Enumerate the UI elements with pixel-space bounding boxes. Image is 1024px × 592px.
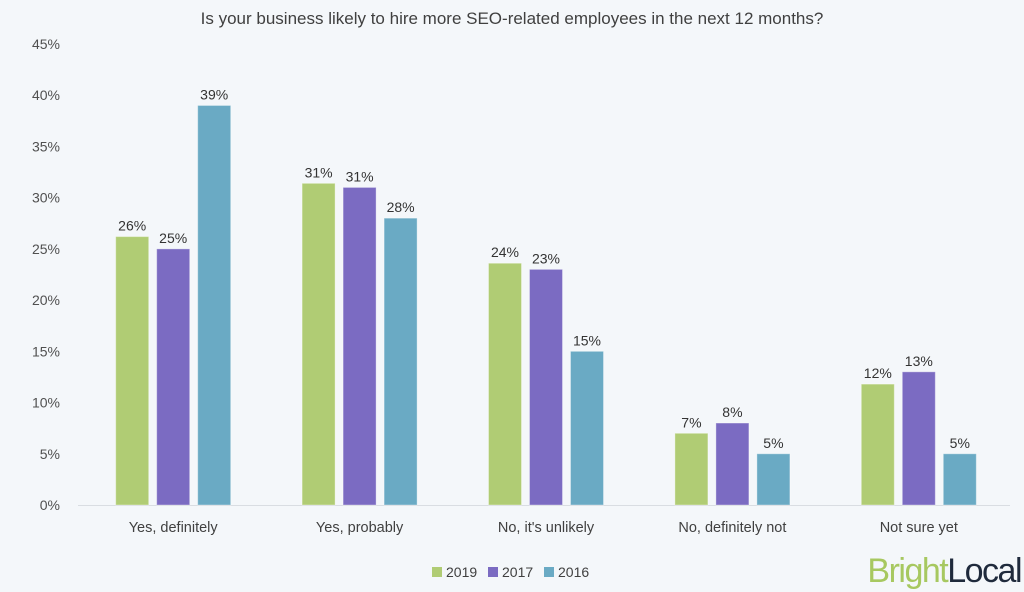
x-axis: Yes, definitely Yes, probably No, it's unl… [129, 520, 958, 536]
legend-label-2017: 2017 [502, 564, 533, 580]
bar-2019-0 [115, 236, 150, 506]
bar-2017-4 [901, 371, 936, 506]
bar-2017-3 [715, 422, 750, 506]
y-tick-label: 15% [32, 343, 60, 359]
value-label: 5% [763, 435, 783, 451]
y-tick-label: 35% [32, 138, 60, 154]
logo-bright: Bright [867, 552, 949, 590]
value-label: 24% [491, 244, 519, 260]
value-label: 39% [200, 86, 228, 102]
bar-2016-0 [197, 104, 232, 506]
bar-2016-2 [570, 350, 604, 506]
y-tick-label: 40% [32, 87, 60, 103]
value-label: 7% [681, 414, 701, 430]
value-label: 28% [387, 199, 415, 215]
value-label: 12% [864, 365, 892, 381]
value-label: 31% [305, 164, 333, 180]
category-label: No, definitely not [678, 520, 786, 536]
bar-2017-2 [529, 268, 563, 506]
bar-2016-4 [942, 453, 977, 506]
category-label: No, it's unlikely [498, 520, 595, 536]
value-label: 13% [905, 353, 933, 369]
bar-2017-0 [156, 248, 191, 506]
category-label: Not sure yet [880, 520, 958, 536]
value-label: 5% [950, 435, 970, 451]
logo-local: Local [947, 552, 1021, 590]
y-tick-label: 0% [40, 497, 60, 513]
brightlocal-logo: BrightLocal [867, 552, 1021, 590]
bar-2019-4 [860, 383, 895, 506]
category-label: Yes, definitely [129, 520, 219, 536]
bar-2016-1 [383, 217, 418, 506]
y-tick-label: 5% [40, 446, 60, 462]
value-label: 8% [722, 404, 742, 420]
bar-2017-1 [342, 186, 377, 506]
value-labels: 26% 25% 39% 31% 31% 28% 24% 23% 15% 7% 8% 5% 12% 13% 5… [118, 86, 970, 450]
value-label: 25% [159, 230, 187, 246]
y-tick-label: 25% [32, 241, 60, 257]
bar-2019-3 [674, 432, 709, 506]
legend: 2019 2017 2016 [432, 564, 589, 580]
legend-label-2016: 2016 [558, 564, 589, 580]
bar-2016-3 [756, 453, 791, 506]
legend-swatch-2017 [488, 567, 498, 577]
y-tick-label: 20% [32, 292, 60, 308]
y-axis: 0% 5% 10% 15% 20% 25% 30% 35% 40% 45% [32, 36, 60, 513]
chart-title: Is your business likely to hire more SEO… [201, 9, 824, 28]
legend-swatch-2019 [432, 567, 442, 577]
y-tick-label: 30% [32, 190, 60, 206]
category-label: Yes, probably [316, 520, 404, 536]
legend-swatch-2016 [544, 567, 554, 577]
value-label: 15% [573, 332, 601, 348]
y-tick-label: 45% [32, 36, 60, 52]
bar-2019-2 [488, 262, 522, 506]
y-tick-label: 10% [32, 395, 60, 411]
legend-label-2019: 2019 [446, 564, 477, 580]
bar-2019-1 [301, 182, 336, 506]
value-label: 31% [346, 168, 374, 184]
value-label: 26% [118, 218, 146, 234]
value-label: 23% [532, 250, 560, 266]
bars [115, 104, 977, 506]
